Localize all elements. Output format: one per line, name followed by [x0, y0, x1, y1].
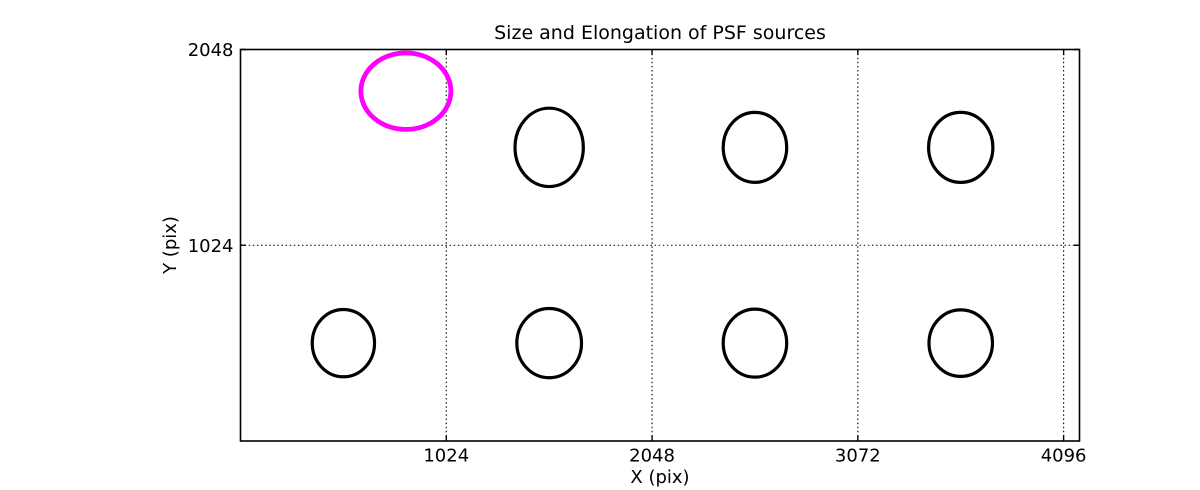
x-tick-label: 4096	[1041, 446, 1087, 467]
tick-labels-layer: 1024 2048 3072 4096 1024 2048	[188, 40, 1087, 467]
x-tick-label: 2048	[629, 446, 675, 467]
y-axis-label: Y (pix)	[160, 216, 181, 275]
ticks-layer	[240, 48, 1080, 441]
y-tick-label: 2048	[188, 40, 234, 61]
psf-ellipse	[515, 306, 584, 380]
x-axis-label: X (pix)	[630, 467, 689, 488]
psf-ellipse	[513, 106, 585, 189]
x-tick-label: 1024	[423, 446, 469, 467]
y-tick-label: 1024	[188, 236, 234, 257]
x-tick-label: 3072	[835, 446, 881, 467]
psf-ellipse	[721, 307, 789, 379]
psf-ellipse	[310, 307, 377, 379]
ellipse-markers-layer	[310, 50, 995, 380]
chart-title: Size and Elongation of PSF sources	[494, 22, 826, 44]
psf-ellipse-flagged	[358, 50, 454, 132]
psf-ellipse	[927, 308, 995, 378]
psf-ellipse	[721, 110, 789, 184]
psf-ellipse	[926, 110, 995, 184]
